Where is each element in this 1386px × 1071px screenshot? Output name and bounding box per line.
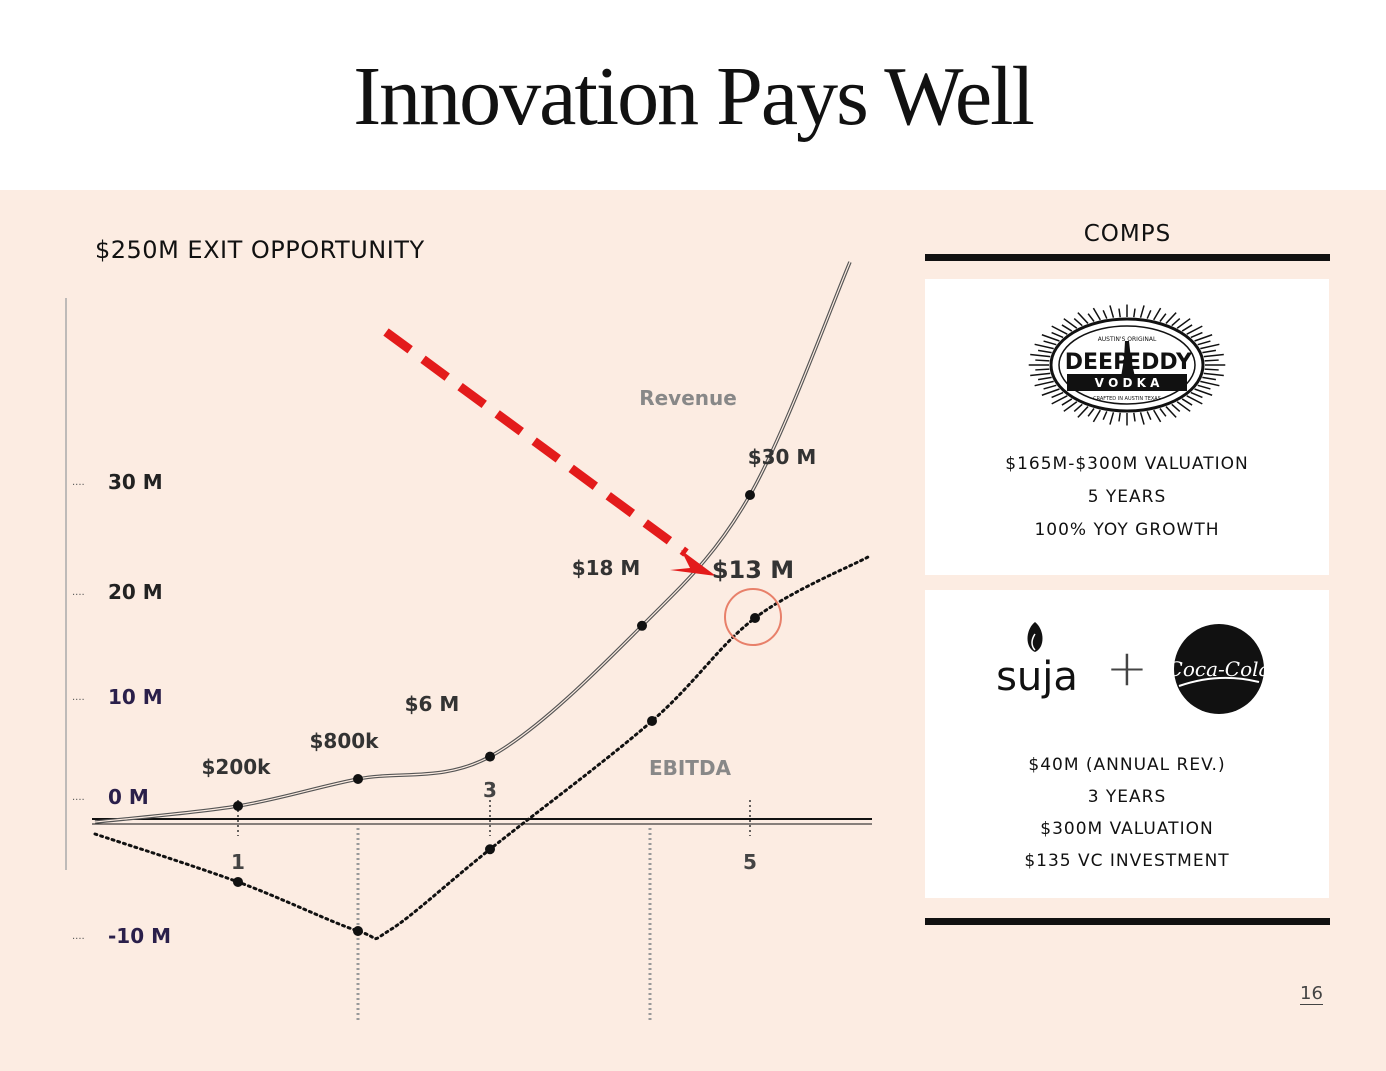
comps-title: COMPS <box>1083 221 1172 247</box>
comp-card-suja: suja + Coca-Cola $40M (ANNUAL REV.) 3 YE… <box>925 590 1329 898</box>
y-tick-mark: ···· <box>72 795 85 806</box>
deep-eddy-brand-right: EDDY <box>1126 350 1193 375</box>
x-tick-label: 1 <box>231 850 245 874</box>
comps-top-rule <box>925 254 1330 261</box>
revenue-series-label: Revenue <box>639 386 737 410</box>
slide-title: Innovation Pays Well <box>353 50 1035 143</box>
comp-card-deep-eddy: AUSTIN'S ORIGINAL DEEP EDDY V O D K A CR… <box>925 279 1329 575</box>
comp2-line-3: $300M VALUATION <box>1040 819 1214 839</box>
deep-eddy-tag: CRAFTED IN AUSTIN TEXAS <box>1093 396 1161 402</box>
revenue-point <box>637 620 647 631</box>
ebitda-line <box>93 555 870 941</box>
x-tick-label: 3 <box>483 778 497 802</box>
deep-eddy-logo: AUSTIN'S ORIGINAL DEEP EDDY V O D K A CR… <box>1028 304 1226 426</box>
chart-title: $250M EXIT OPPORTUNITY <box>95 236 425 264</box>
sunburst-badge-icon <box>1028 304 1226 426</box>
suja-coke-logos: suja + Coca-Cola <box>996 622 1270 714</box>
comp1-line-1: $165M-$300M VALUATION <box>1005 454 1249 474</box>
page-number: 16 <box>1300 983 1323 1005</box>
y-tick-label: 0 M <box>108 785 149 809</box>
highlight-label: $13 M <box>712 556 794 584</box>
deep-eddy-top-text: AUSTIN'S ORIGINAL <box>1098 336 1157 343</box>
ebitda-series-label: EBITDA <box>649 756 732 780</box>
revenue-point-label: $30 M <box>748 445 817 469</box>
red-dashed-arrow <box>383 328 689 557</box>
revenue-point <box>353 774 363 784</box>
y-tick-label: 10 M <box>108 685 163 709</box>
revenue-point-label: $6 M <box>405 692 460 716</box>
y-tick-label: 30 M <box>108 470 163 494</box>
ebitda-point <box>485 844 495 855</box>
deep-eddy-sub: V O D K A <box>1095 376 1160 390</box>
coca-cola-badge-icon <box>1174 624 1264 714</box>
comp2-line-4: $135 VC INVESTMENT <box>1024 851 1230 871</box>
revenue-point <box>745 490 755 500</box>
highlight-circle <box>724 588 782 646</box>
revenue-point-label: $800k <box>310 729 380 753</box>
comps-bottom-rule <box>925 918 1330 925</box>
y-tick-label: 20 M <box>108 580 163 604</box>
revenue-point <box>233 801 243 811</box>
suja-leaf-icon <box>1027 622 1043 652</box>
y-tick-mark: ···· <box>72 480 85 491</box>
comp1-line-3: 100% YOY GROWTH <box>1034 520 1220 540</box>
revenue-line-inner <box>94 261 851 823</box>
plus-sign: + <box>1106 639 1148 697</box>
ebitda-point <box>750 613 760 623</box>
chart: ···· 30 M ···· 20 M ···· 10 M ···· 0 M ···· -10 M… <box>65 261 872 1022</box>
y-tick-mark: ···· <box>72 590 85 601</box>
arrow-head-icon <box>670 550 716 576</box>
suja-logo: suja <box>996 654 1078 700</box>
comp2-line-1: $40M (ANNUAL REV.) <box>1028 755 1226 775</box>
ebitda-point <box>353 926 363 936</box>
y-tick-label: -10 M <box>108 924 171 948</box>
revenue-point-label: $200k <box>202 755 272 779</box>
comp2-line-2: 3 YEARS <box>1087 787 1167 807</box>
revenue-point-label: $18 M <box>572 556 641 580</box>
deep-eddy-brand-left: DEEP <box>1065 350 1129 375</box>
comp1-line-2: 5 YEARS <box>1087 487 1167 507</box>
ebitda-point <box>647 716 657 726</box>
revenue-point <box>485 751 495 762</box>
x-tick-label: 5 <box>743 850 757 874</box>
revenue-line <box>94 261 852 824</box>
y-tick-mark: ···· <box>72 934 85 945</box>
ebitda-point <box>233 876 243 887</box>
y-tick-mark: ···· <box>72 695 85 706</box>
